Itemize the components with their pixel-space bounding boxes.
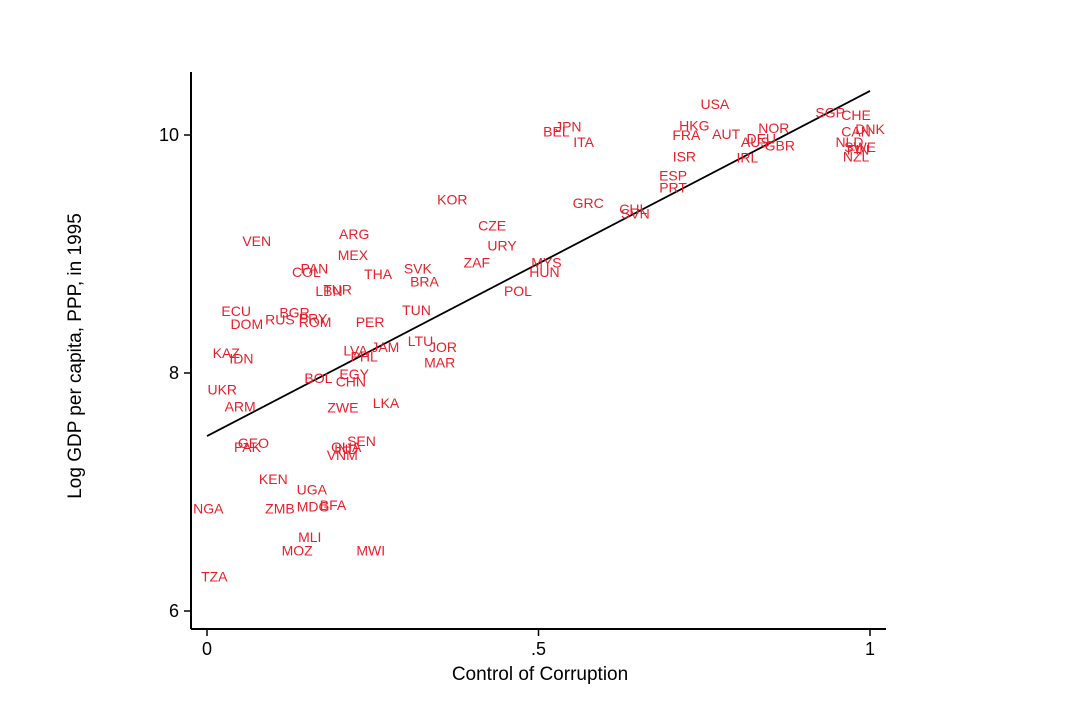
data-point-aut: AUT xyxy=(712,126,740,142)
data-point-ecu: ECU xyxy=(221,303,251,319)
data-point-gha: GHA xyxy=(331,439,362,455)
data-point-grc: GRC xyxy=(573,195,604,211)
data-point-zmb: ZMB xyxy=(265,501,295,517)
data-point-ken: KEN xyxy=(259,471,288,487)
data-point-sen: SEN xyxy=(347,433,376,449)
data-point-arm: ARM xyxy=(225,398,256,414)
data-point-fra: FRA xyxy=(672,127,701,143)
data-point-bra: BRA xyxy=(410,273,439,289)
data-point-ind: IND xyxy=(334,441,358,457)
data-point-nga: NGA xyxy=(193,501,224,517)
data-point-jam: JAM xyxy=(371,339,399,355)
data-point-sgp: SGP xyxy=(815,104,845,120)
data-point-bol: BOL xyxy=(304,370,332,386)
data-point-geo: GEO xyxy=(238,435,269,451)
data-point-egy: EGY xyxy=(339,366,369,382)
data-point-ita: ITA xyxy=(573,134,594,150)
y-tick-label: 6 xyxy=(169,601,179,621)
data-point-rom: ROM xyxy=(299,314,332,330)
data-point-rus: RUS xyxy=(265,311,295,327)
fit-line xyxy=(206,90,871,437)
data-point-per: PER xyxy=(356,314,385,330)
data-point-mwi: MWI xyxy=(356,542,385,558)
data-point-deu: DEU xyxy=(746,131,776,147)
data-point-lbn: LBN xyxy=(315,283,342,299)
data-point-jor: JOR xyxy=(429,339,457,355)
data-point-svn: SVN xyxy=(621,206,650,222)
y-tick-label: 10 xyxy=(159,125,179,145)
data-point-tun: TUN xyxy=(402,302,431,318)
data-point-lva: LVA xyxy=(343,342,368,358)
data-point-mdg: MDG xyxy=(297,498,330,514)
data-point-tha: THA xyxy=(364,266,393,282)
data-point-zaf: ZAF xyxy=(464,254,490,270)
data-point-tza: TZA xyxy=(201,568,228,584)
data-point-kor: KOR xyxy=(437,191,467,207)
data-point-nzl: NZL xyxy=(843,148,870,164)
data-point-mli: MLI xyxy=(298,529,321,545)
data-point-arg: ARG xyxy=(339,226,369,242)
data-point-vnm: VNM xyxy=(327,447,358,463)
data-point-cze: CZE xyxy=(478,217,506,233)
data-point-irl: IRL xyxy=(736,150,758,166)
data-point-isr: ISR xyxy=(673,148,696,164)
y-axis-title: Log GDP per capita, PPP, in 1995 xyxy=(65,213,86,499)
data-point-hkg: HKG xyxy=(679,117,709,133)
data-point-mys: MYS xyxy=(531,254,561,270)
data-point-nld: NLD xyxy=(835,134,863,150)
data-point-prt: PRT xyxy=(659,179,687,195)
data-point-fin: FIN xyxy=(847,141,870,157)
data-point-nor: NOR xyxy=(758,120,789,136)
data-point-esp: ESP xyxy=(659,167,687,183)
data-point-tur: TUR xyxy=(323,282,352,298)
data-point-pry: PRY xyxy=(299,310,328,326)
data-point-ltu: LTU xyxy=(408,333,433,349)
data-point-usa: USA xyxy=(700,96,729,112)
data-point-col: COL xyxy=(292,264,321,280)
data-point-idn: IDN xyxy=(229,351,253,367)
data-point-hun: HUN xyxy=(529,264,559,280)
data-point-bgr: BGR xyxy=(279,304,309,320)
data-point-svk: SVK xyxy=(404,260,433,276)
x-axis-title: Control of Corruption xyxy=(452,664,628,685)
data-point-can: CAN xyxy=(841,123,871,139)
data-point-dnk: DNK xyxy=(855,121,885,137)
data-point-moz: MOZ xyxy=(282,542,314,558)
data-point-chn: CHN xyxy=(336,373,366,389)
data-point-che: CHE xyxy=(841,107,871,123)
data-point-jpn: JPN xyxy=(555,119,581,135)
data-point-mex: MEX xyxy=(338,247,369,263)
data-point-dom: DOM xyxy=(230,316,263,332)
axes: 6 8 10 0 .5 1 xyxy=(159,72,886,659)
data-point-pan: PAN xyxy=(301,260,329,276)
data-point-mar: MAR xyxy=(424,354,455,370)
data-point-lka: LKA xyxy=(373,395,400,411)
data-point-zwe: ZWE xyxy=(327,400,358,416)
data-point-ven: VEN xyxy=(242,233,271,249)
data-point-bfa: BFA xyxy=(320,497,347,513)
y-tick-label: 8 xyxy=(169,363,179,383)
x-tick-label: .5 xyxy=(531,639,546,659)
data-point-phl: PHL xyxy=(351,348,378,364)
data-point-ukr: UKR xyxy=(207,382,237,398)
x-tick-label: 0 xyxy=(202,639,212,659)
data-point-swe: SWE xyxy=(844,139,876,155)
data-point-pak: PAK xyxy=(234,439,262,455)
data-point-aus: AUS xyxy=(741,134,770,150)
x-tick-label: 1 xyxy=(865,639,875,659)
data-point-kaz: KAZ xyxy=(213,345,241,361)
data-point-chl: CHL xyxy=(619,201,647,217)
data-point-pol: POL xyxy=(504,283,532,299)
data-point-gbr: GBR xyxy=(765,138,795,154)
data-point-ury: URY xyxy=(487,238,517,254)
data-point-uga: UGA xyxy=(297,482,328,498)
data-point-bel: BEL xyxy=(543,123,570,139)
